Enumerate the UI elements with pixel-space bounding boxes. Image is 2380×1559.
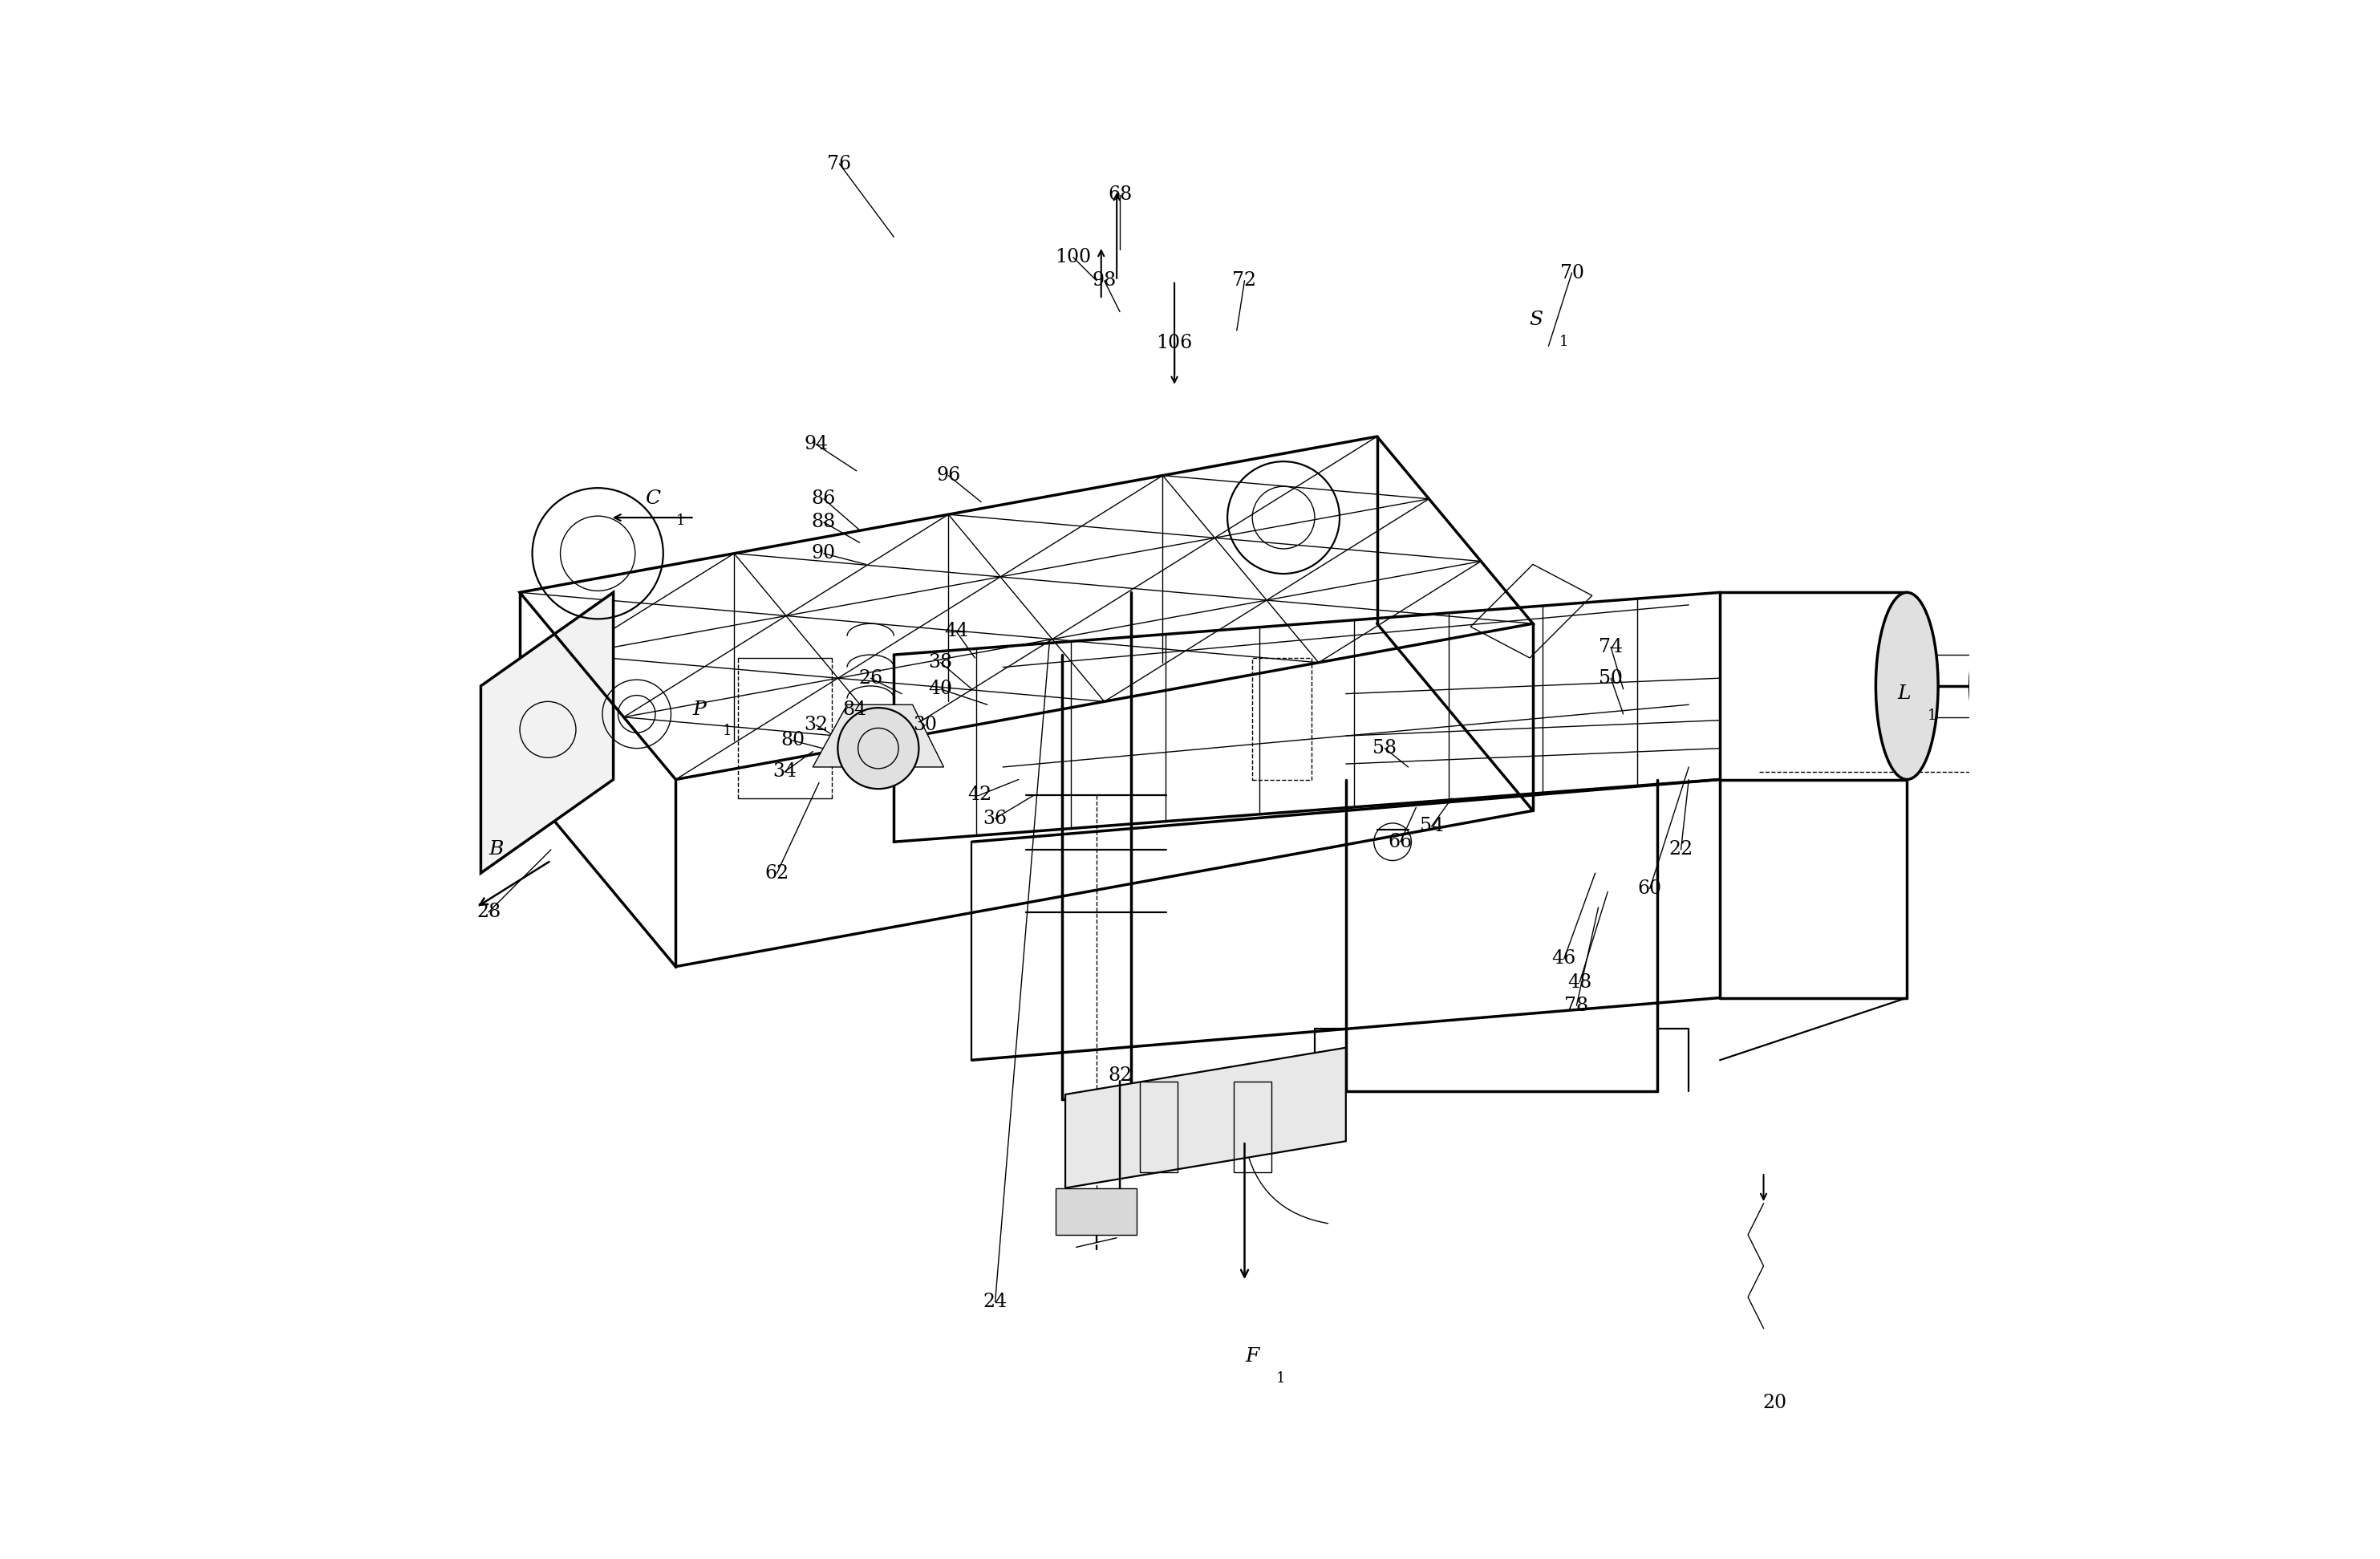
Text: 36: 36 — [983, 809, 1007, 828]
Ellipse shape — [1875, 592, 1937, 780]
Text: 1: 1 — [1276, 1370, 1285, 1386]
Text: 78: 78 — [1564, 996, 1587, 1015]
Bar — [1252, 658, 1311, 780]
Text: 28: 28 — [476, 903, 500, 921]
Text: 24: 24 — [983, 1292, 1007, 1311]
Text: 1: 1 — [724, 723, 731, 739]
Text: 96: 96 — [935, 466, 962, 485]
Text: 50: 50 — [1599, 669, 1623, 688]
Text: 90: 90 — [812, 544, 835, 563]
Text: 70: 70 — [1559, 263, 1583, 282]
Text: L: L — [1897, 684, 1911, 703]
Text: 20: 20 — [1761, 1394, 1787, 1412]
Text: 1: 1 — [1928, 708, 1937, 723]
Text: 1: 1 — [1559, 334, 1568, 349]
Text: 32: 32 — [804, 716, 828, 734]
Bar — [1140, 1082, 1178, 1172]
Polygon shape — [1057, 1188, 1138, 1235]
Text: B: B — [488, 840, 505, 859]
Text: 30: 30 — [914, 716, 938, 734]
Bar — [1233, 1082, 1271, 1172]
Text: 82: 82 — [1107, 1066, 1133, 1085]
Text: 40: 40 — [928, 680, 952, 698]
Text: 98: 98 — [1092, 271, 1116, 290]
Text: 84: 84 — [843, 700, 866, 719]
Text: 38: 38 — [928, 653, 952, 672]
Text: F: F — [1245, 1347, 1259, 1366]
Ellipse shape — [1968, 653, 1985, 719]
Text: 54: 54 — [1418, 817, 1445, 836]
FancyArrowPatch shape — [1245, 1143, 1328, 1224]
Text: 1: 1 — [676, 513, 685, 529]
Text: C: C — [645, 490, 659, 508]
Text: 88: 88 — [812, 513, 835, 532]
Polygon shape — [481, 592, 614, 873]
Text: 62: 62 — [764, 864, 790, 882]
Polygon shape — [1066, 1048, 1345, 1188]
Text: 66: 66 — [1388, 833, 1414, 851]
Text: 60: 60 — [1637, 879, 1661, 898]
Circle shape — [838, 708, 919, 789]
Text: 86: 86 — [812, 490, 835, 508]
Text: S: S — [1528, 310, 1542, 329]
Text: 44: 44 — [945, 622, 969, 641]
Text: 26: 26 — [859, 669, 883, 688]
Text: 76: 76 — [828, 154, 852, 173]
Text: 58: 58 — [1373, 739, 1397, 758]
Text: 46: 46 — [1552, 949, 1576, 968]
Text: 100: 100 — [1054, 248, 1090, 267]
Text: 74: 74 — [1599, 638, 1623, 656]
Text: 94: 94 — [804, 435, 828, 454]
Text: 72: 72 — [1233, 271, 1257, 290]
Text: P: P — [693, 700, 707, 719]
Text: 80: 80 — [781, 731, 804, 750]
Text: 48: 48 — [1568, 973, 1592, 992]
Text: 106: 106 — [1157, 334, 1192, 352]
Text: 34: 34 — [774, 762, 797, 781]
Text: 42: 42 — [966, 786, 992, 804]
Polygon shape — [814, 705, 945, 767]
Text: 22: 22 — [1668, 840, 1692, 859]
Text: 68: 68 — [1107, 186, 1133, 204]
